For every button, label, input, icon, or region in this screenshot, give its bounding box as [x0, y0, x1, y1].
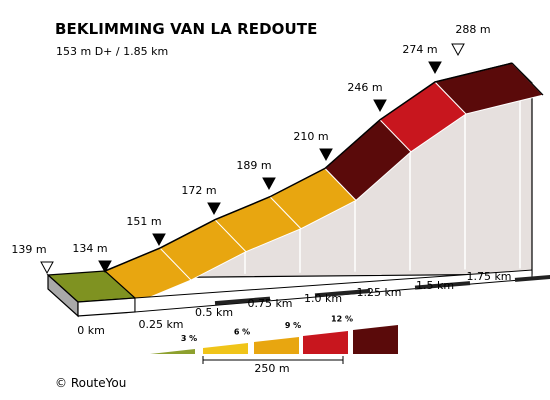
legend-swatch — [303, 331, 348, 354]
legend-swatch — [150, 349, 195, 354]
ridge-end-edge — [511, 62, 544, 96]
elevation-label: 210 m — [293, 130, 328, 143]
elevation-marker — [207, 202, 221, 216]
x-tick-label: 1.75 km — [466, 270, 511, 283]
x-tick-label: 1.0 km — [304, 292, 342, 305]
x-tick-label: 0.75 km — [247, 297, 292, 310]
credit-text: © RouteYou — [55, 376, 127, 390]
elevation-marker — [451, 43, 465, 57]
base-tick-band — [314, 288, 371, 298]
elevation-label: 274 m — [402, 43, 437, 56]
base-tick-band — [414, 281, 471, 290]
elevation-label: 189 m — [236, 159, 271, 172]
x-tick-label: 0.25 km — [138, 318, 183, 331]
legend-label: 9 % — [285, 321, 301, 330]
elevation-label: 246 m — [347, 81, 382, 94]
elevation-marker — [373, 99, 387, 113]
start-marker — [40, 261, 54, 275]
legend-label: 6 % — [234, 328, 250, 337]
legend-label: 3 % — [181, 334, 197, 343]
x-tick-label: 0.5 km — [195, 306, 233, 319]
elevation-label: 134 m — [72, 242, 107, 255]
elevation-marker — [152, 233, 166, 247]
elevation-marker — [428, 61, 442, 75]
ridge-line — [104, 62, 513, 272]
legend-swatch — [254, 337, 299, 354]
x-tick-label: 1.25 km — [356, 286, 401, 299]
base-tick-band — [514, 275, 550, 282]
legend-swatch — [203, 343, 248, 354]
elevation-marker — [319, 148, 333, 162]
elevation-label: 151 m — [126, 215, 161, 228]
start-elevation-label: 139 m — [11, 243, 46, 256]
legend-label: 12 % — [331, 315, 353, 324]
elevation-label: 288 m — [455, 23, 490, 36]
base-tick-band — [214, 296, 271, 306]
legend-scale-label: 250 m — [254, 362, 289, 375]
elevation-marker — [98, 260, 112, 274]
legend-swatch — [353, 325, 398, 354]
chart-subtitle: 153 m D+ / 1.85 km — [56, 45, 169, 58]
x-tick-label: 0 km — [77, 324, 105, 337]
elevation-label: 172 m — [181, 184, 216, 197]
elevation-marker — [262, 177, 276, 191]
chart-title: BEKLIMMING VAN LA REDOUTE — [55, 20, 318, 38]
x-tick-label: 1.5 km — [416, 279, 454, 292]
